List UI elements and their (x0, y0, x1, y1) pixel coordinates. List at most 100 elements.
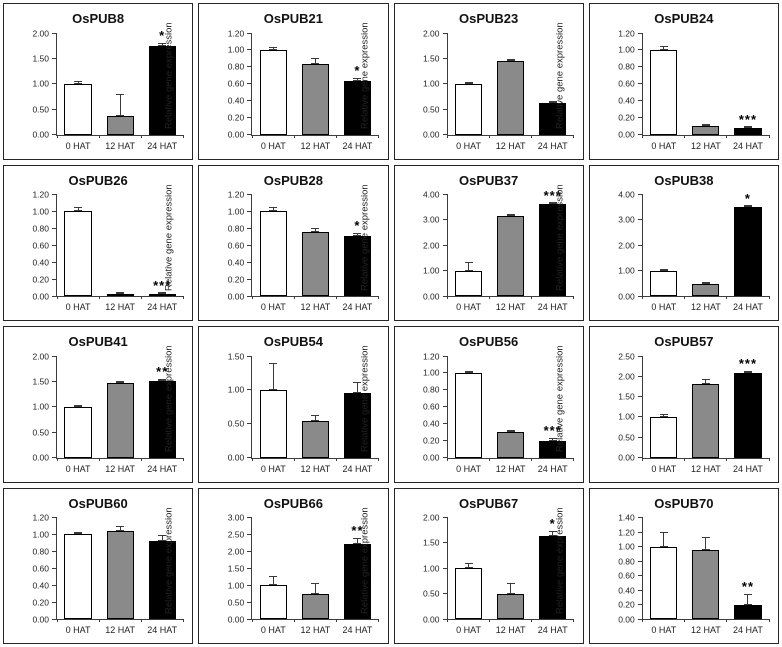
y-tick (442, 295, 448, 297)
error-bar-stem (468, 563, 470, 568)
x-category-label: 0 HAT (651, 625, 677, 635)
y-tick-label: 2.50 (618, 350, 635, 361)
bar-12-hat (692, 126, 720, 135)
plot-area: 0.00 0.20 0.40 0.60 0.80 1.00 1.20 0 HAT 12 HAT *… (228, 190, 379, 312)
x-tick (768, 619, 770, 622)
bar-0-hat (454, 270, 483, 296)
x-category-label: 0 HAT (456, 463, 481, 474)
plot-area: 0.00 1.00 2.00 3.00 4.00 0 HAT 12 HAT * 24 HAT (618, 190, 770, 312)
x-tick (251, 457, 253, 461)
y-tick (52, 210, 57, 212)
y-tick-label: 0.20 (227, 112, 245, 123)
chart-panel-ospub60: OsPUB60Relative gene expression0.000.200… (3, 487, 194, 644)
x-tick (182, 619, 184, 622)
y-tick-label: 0.80 (618, 555, 635, 566)
y-tick (52, 431, 57, 433)
y-axis-label: Relative gene expression (359, 345, 370, 453)
plot-area: 0.00 0.20 0.40 0.60 0.80 1.00 1.20 0 HAT 12 HAT *… (618, 29, 770, 151)
x-tick (642, 296, 644, 299)
error-bar (269, 207, 278, 212)
y-tick-label: 1.00 (618, 541, 635, 552)
y-tick (442, 32, 448, 34)
y-tick-label: 1.00 (32, 206, 49, 217)
chart-title: OsPUB57 (654, 334, 714, 349)
chart-title: OsPUB8 (72, 11, 125, 26)
x-tick (573, 134, 575, 138)
x-category-label: 24 HAT (147, 140, 178, 151)
y-axis-label: Relative gene expression (554, 184, 566, 291)
y-tick (442, 457, 448, 458)
x-category-label: 24 HAT (342, 302, 373, 312)
y-tick (247, 517, 253, 518)
significance-stars: ** (741, 578, 755, 594)
error-bar (659, 45, 668, 50)
plot-area: 0.00 0.50 1.00 1.50 0 HAT 12 HAT 24 HAT (228, 352, 379, 474)
bar-24-hat (148, 381, 176, 458)
chart-title: OsPUB26 (68, 172, 128, 188)
x-category-label: 12 HAT (105, 625, 136, 635)
y-tick (52, 134, 57, 135)
y-axis-label: Relative gene expression (163, 507, 175, 614)
x-category-label: 12 HAT (495, 625, 526, 635)
x-tick (182, 296, 184, 299)
x-tick (447, 457, 448, 461)
error-bar-stem (552, 531, 554, 536)
y-tick-label: 0.60 (618, 78, 635, 89)
bar-0-hat (454, 568, 483, 619)
y-tick (52, 227, 57, 229)
plot-area: 0.00 0.20 0.40 0.60 0.80 1.00 1.20 0 HAT 12 HAT *… (228, 29, 379, 151)
error-bar (506, 214, 515, 217)
y-tick-label: 1.40 (618, 512, 635, 523)
y-tick-label: 1.00 (618, 44, 635, 55)
significance-stars: *** (738, 355, 758, 371)
y-tick (247, 618, 253, 620)
error-bar (158, 43, 167, 46)
y-tick-label: 1.00 (32, 529, 49, 540)
error-bar-stem (314, 58, 316, 64)
y-tick-label: 0.00 (422, 290, 440, 301)
x-tick (335, 619, 337, 622)
y-tick-label: 1.00 (227, 579, 245, 590)
x-tick (56, 619, 58, 622)
significance-stars: *** (543, 423, 562, 439)
y-tick-label: 0.00 (227, 613, 245, 624)
y-tick (247, 66, 253, 68)
x-tick (378, 296, 379, 299)
error-bar (701, 124, 710, 127)
error-bar-stem (663, 46, 665, 49)
x-tick (293, 619, 295, 622)
error-bar (116, 292, 125, 295)
error-bar-stem (272, 577, 274, 585)
chart-title: OsPUB23 (459, 11, 519, 26)
y-tick-label: 1.00 (32, 401, 49, 412)
chart-title: OsPUB70 (654, 495, 714, 511)
y-tick-label: 0.20 (618, 112, 635, 123)
significance-stars: * (744, 190, 751, 206)
error-bar-stem (77, 81, 79, 83)
plot-area: 0.00 0.50 1.00 1.50 2.00 0 HAT 12 HAT ** 24 HAT (32, 352, 184, 474)
x-tick (768, 296, 770, 299)
y-tick-label: 2.00 (618, 240, 635, 250)
x-category-label: 12 HAT (690, 463, 721, 474)
x-category-label: 0 HAT (456, 625, 481, 635)
y-tick (247, 261, 253, 263)
plot-area: 0.00 1.00 2.00 3.00 4.00 0 HAT 12 HAT *** 24 HAT (423, 189, 575, 312)
y-tick (247, 423, 253, 425)
bar-24-hat (734, 604, 762, 619)
x-tick (98, 134, 100, 138)
y-tick-label: 0.00 (422, 613, 440, 624)
y-tick-label: 1.00 (618, 265, 635, 276)
x-tick (140, 296, 142, 299)
y-tick (442, 244, 448, 246)
error-bar-stem (119, 94, 121, 115)
x-tick (726, 296, 728, 299)
y-tick-label: 0.60 (422, 401, 440, 412)
y-tick (52, 406, 57, 408)
plot-area: 0.00 0.50 1.00 1.50 2.00 2.50 0 HAT 12 HAT *** 24… (618, 352, 770, 474)
y-tick-label: 0.40 (422, 418, 440, 429)
y-tick-label: 0.40 (618, 584, 635, 595)
bar-0-hat (64, 406, 92, 458)
error-bar-stem (356, 78, 358, 81)
y-tick-label: 1.20 (422, 350, 440, 361)
